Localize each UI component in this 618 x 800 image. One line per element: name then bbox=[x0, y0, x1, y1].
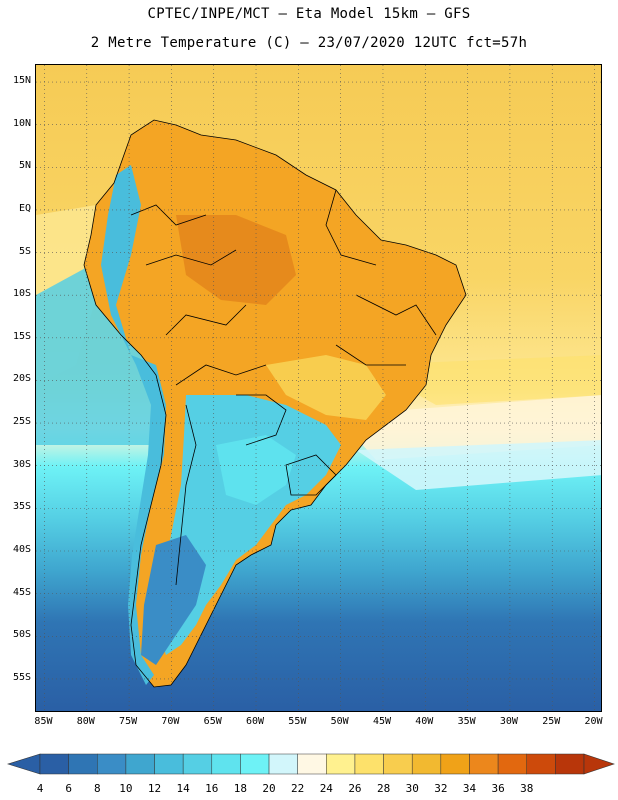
colorbar-swatch bbox=[411, 753, 442, 775]
colorbar-swatch bbox=[497, 753, 527, 775]
colorbar-tick-label: 36 bbox=[491, 782, 505, 795]
lon-tick-label: 65W bbox=[203, 716, 222, 727]
lat-tick-label: 10S bbox=[12, 288, 31, 300]
graticule bbox=[36, 65, 601, 711]
lat-tick-label: 15N bbox=[12, 75, 31, 87]
map-frame bbox=[35, 64, 602, 712]
colorbar-swatch bbox=[297, 753, 327, 775]
plateau-mild bbox=[266, 355, 386, 420]
colorbar-tick-label: 20 bbox=[262, 782, 276, 795]
lat-tick-label: 45S bbox=[12, 586, 31, 598]
lon-tick-label: 70W bbox=[161, 716, 180, 727]
lat-tick-label: 25S bbox=[12, 416, 31, 428]
colorbar-swatch bbox=[268, 753, 298, 775]
colorbar-swatch bbox=[39, 753, 69, 775]
colorbar-swatch bbox=[440, 753, 470, 775]
lat-tick-label: 20S bbox=[12, 373, 31, 385]
lon-tick-label: 75W bbox=[119, 716, 138, 727]
colorbar-swatch bbox=[469, 753, 499, 775]
colorbar-tick-label: 30 bbox=[405, 782, 419, 795]
southern-cone-cool bbox=[156, 395, 341, 655]
colorbar-swatch bbox=[354, 753, 384, 775]
colorbar-tick-label: 12 bbox=[147, 782, 162, 795]
lon-tick-label: 60W bbox=[245, 716, 265, 727]
lat-tick-label: 30S bbox=[12, 458, 31, 470]
colorbar-swatch bbox=[68, 753, 98, 775]
lat-tick-label: 40S bbox=[12, 544, 31, 555]
lat-tick-label: EQ bbox=[18, 202, 31, 214]
colorbar-tick-label: 10 bbox=[119, 782, 133, 795]
patagonia-cold bbox=[141, 535, 206, 665]
colorbar-tick-label: 24 bbox=[319, 782, 333, 795]
pacific-cold-band bbox=[36, 265, 156, 445]
colorbar-tick-label: 18 bbox=[233, 782, 248, 795]
colorbar-swatch bbox=[383, 753, 413, 775]
lon-tick-label: 25W bbox=[542, 716, 561, 727]
colorbar bbox=[6, 753, 615, 775]
temperature-map bbox=[36, 65, 601, 711]
colorbar-tick-label: 38 bbox=[520, 782, 534, 795]
colorbar-swatch bbox=[240, 753, 270, 775]
lat-tick-label: 50S bbox=[12, 629, 31, 641]
colorbar-tick-label: 14 bbox=[176, 782, 190, 795]
chart-title: CPTEC/INPE/MCT – Eta Model 15km – GFS bbox=[147, 6, 471, 22]
lat-tick-label: 35S bbox=[12, 501, 31, 513]
colorbar-max-arrow bbox=[583, 753, 615, 775]
colorbar-swatch bbox=[97, 753, 127, 775]
lon-tick-label: 80W bbox=[76, 716, 95, 727]
atlantic-light-cyan-band bbox=[356, 440, 601, 490]
colorbar-tick-label: 6 bbox=[65, 782, 72, 795]
lon-tick-label: 40W bbox=[415, 716, 434, 727]
colorbar-tick-label: 22 bbox=[291, 782, 305, 795]
amazon-hot-core bbox=[176, 215, 296, 305]
chart-subtitle: 2 Metre Temperature (C) – 23/07/2020 12U… bbox=[90, 35, 528, 51]
colorbar-tick-label: 26 bbox=[348, 782, 362, 795]
lat-tick-label: 5S bbox=[18, 245, 31, 257]
andes-cold-strip bbox=[101, 165, 166, 685]
colorbar-min-arrow bbox=[6, 753, 41, 775]
colorbar-swatch bbox=[326, 753, 356, 775]
lon-tick-label: 55W bbox=[288, 716, 307, 727]
colorbar-swatch bbox=[211, 753, 241, 775]
colorbar-tick-label: 34 bbox=[462, 782, 477, 795]
lat-tick-label: 55S bbox=[12, 671, 31, 683]
country-borders bbox=[83, 119, 467, 688]
lon-tick-label: 35W bbox=[457, 716, 476, 727]
lon-tick-label: 20W bbox=[584, 716, 603, 727]
colorbar-swatch bbox=[555, 753, 585, 775]
lon-tick-label: 30W bbox=[499, 716, 518, 727]
colorbar-tick-label: 8 bbox=[93, 782, 101, 795]
colorbar-swatch bbox=[125, 753, 155, 775]
colorbar-swatch bbox=[154, 753, 184, 775]
colorbar-tick-label: 4 bbox=[36, 782, 44, 795]
colorbar-tick-label: 28 bbox=[376, 782, 391, 795]
colorbar-swatch bbox=[526, 753, 556, 775]
lon-tick-label: 85W bbox=[34, 716, 53, 727]
lat-tick-label: 5N bbox=[18, 160, 31, 172]
lat-tick-label: 10N bbox=[12, 117, 31, 129]
colorbar-swatch bbox=[182, 753, 213, 775]
colorbar-tick-label: 16 bbox=[205, 782, 219, 795]
lon-tick-label: 50W bbox=[330, 716, 349, 727]
lat-tick-label: 15S bbox=[12, 330, 31, 342]
colorbar-tick-label: 32 bbox=[434, 782, 448, 795]
lon-tick-label: 45W bbox=[372, 716, 391, 727]
